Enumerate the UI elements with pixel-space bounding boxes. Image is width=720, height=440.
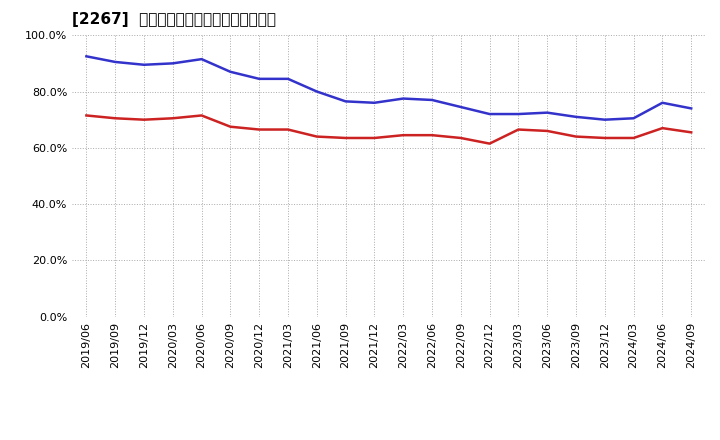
固定長期適合率 [111,116,120,121]
固定比率 [82,54,91,59]
固定長期適合率 [658,125,667,131]
固定比率 [255,76,264,81]
固定長期適合率 [284,127,292,132]
固定長期適合率 [514,127,523,132]
固定長期適合率 [629,136,638,141]
固定長期適合率 [572,134,580,139]
固定長期適合率 [255,127,264,132]
固定長期適合率 [485,141,494,146]
固定比率 [543,110,552,115]
固定比率 [341,99,350,104]
固定長期適合率 [600,136,609,141]
固定比率 [312,89,321,94]
固定長期適合率 [226,124,235,129]
固定比率 [226,69,235,74]
固定長期適合率 [341,136,350,141]
Line: 固定比率: 固定比率 [86,56,691,120]
固定比率 [485,111,494,117]
固定長期適合率 [687,130,696,135]
固定長期適合率 [456,136,465,141]
固定比率 [600,117,609,122]
固定比率 [370,100,379,106]
Text: [2267]  固定比率、固定長期適合率の推移: [2267] 固定比率、固定長期適合率の推移 [72,12,276,27]
固定比率 [658,100,667,106]
固定比率 [111,59,120,65]
固定比率 [572,114,580,120]
固定比率 [140,62,148,67]
固定比率 [629,116,638,121]
固定比率 [168,61,177,66]
固定長期適合率 [197,113,206,118]
固定長期適合率 [543,128,552,134]
固定比率 [399,96,408,101]
固定比率 [284,76,292,81]
固定比率 [197,56,206,62]
固定比率 [514,111,523,117]
固定長期適合率 [168,116,177,121]
固定長期適合率 [370,136,379,141]
固定長期適合率 [82,113,91,118]
固定比率 [428,97,436,103]
固定比率 [687,106,696,111]
固定比率 [456,104,465,110]
固定長期適合率 [140,117,148,122]
固定長期適合率 [399,132,408,138]
Line: 固定長期適合率: 固定長期適合率 [86,115,691,143]
固定長期適合率 [428,132,436,138]
固定長期適合率 [312,134,321,139]
